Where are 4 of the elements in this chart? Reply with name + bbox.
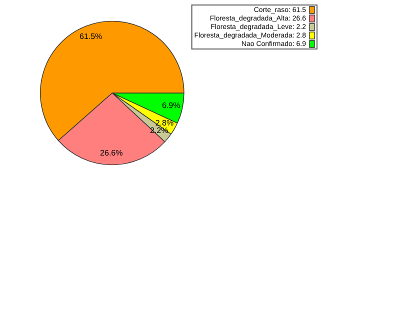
data-label: 26.6% [100, 148, 123, 158]
data-label: 61.5% [79, 32, 102, 41]
data-label: 2.8% [155, 118, 174, 128]
data-label: 6.9% [162, 101, 180, 110]
